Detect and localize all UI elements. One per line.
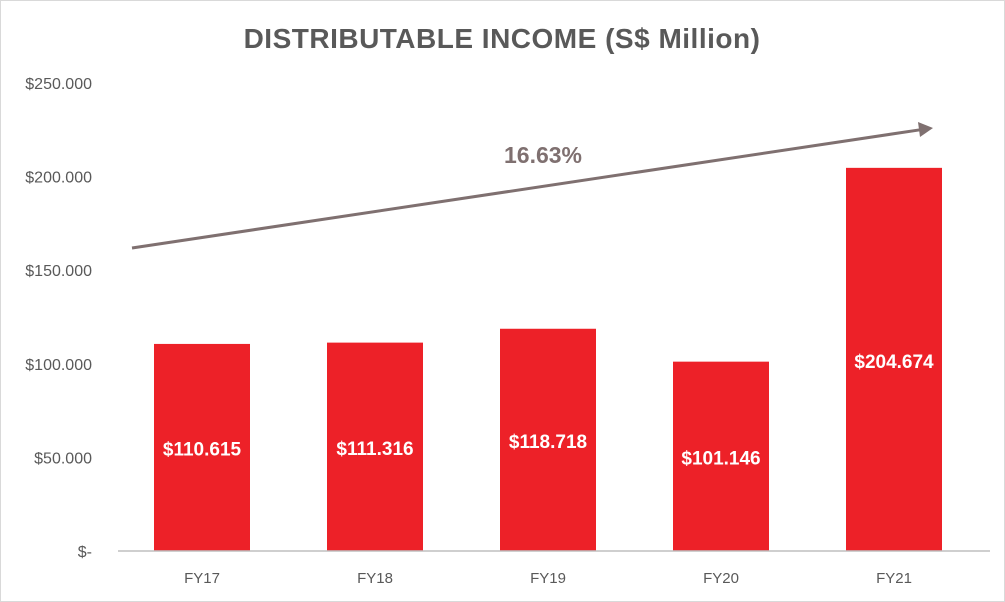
y-tick-label: $200.000 [25,170,92,187]
y-tick-label: $- [78,544,92,561]
bar-fy18 [327,342,423,551]
y-tick-label: $150.000 [25,263,92,280]
x-tick-label: FY17 [184,570,220,587]
data-label: $118.718 [509,432,587,453]
x-tick-label: FY20 [703,570,739,587]
y-tick-label: $250.000 [25,76,92,93]
bar-fy20 [673,361,769,551]
data-label: $204.674 [854,352,934,373]
y-tick-label: $50.000 [34,450,92,467]
bar-fy21 [846,167,942,551]
arrow-head-icon [918,122,933,137]
x-tick-label: FY19 [530,570,566,587]
trend-arrow-line [131,128,921,250]
bar-fy17 [154,343,250,551]
data-label: $110.615 [163,439,242,460]
chart-title: DISTRIBUTABLE INCOME (S$ Million) [244,23,761,54]
x-tick-label: FY21 [876,570,912,587]
x-tick-label: FY18 [357,570,393,587]
y-tick-label: $100.000 [25,357,92,374]
data-label: $111.316 [336,439,413,460]
data-label: $101.146 [681,448,760,469]
bar-fy19 [500,328,596,551]
growth-annotation: 16.63% [504,142,582,168]
